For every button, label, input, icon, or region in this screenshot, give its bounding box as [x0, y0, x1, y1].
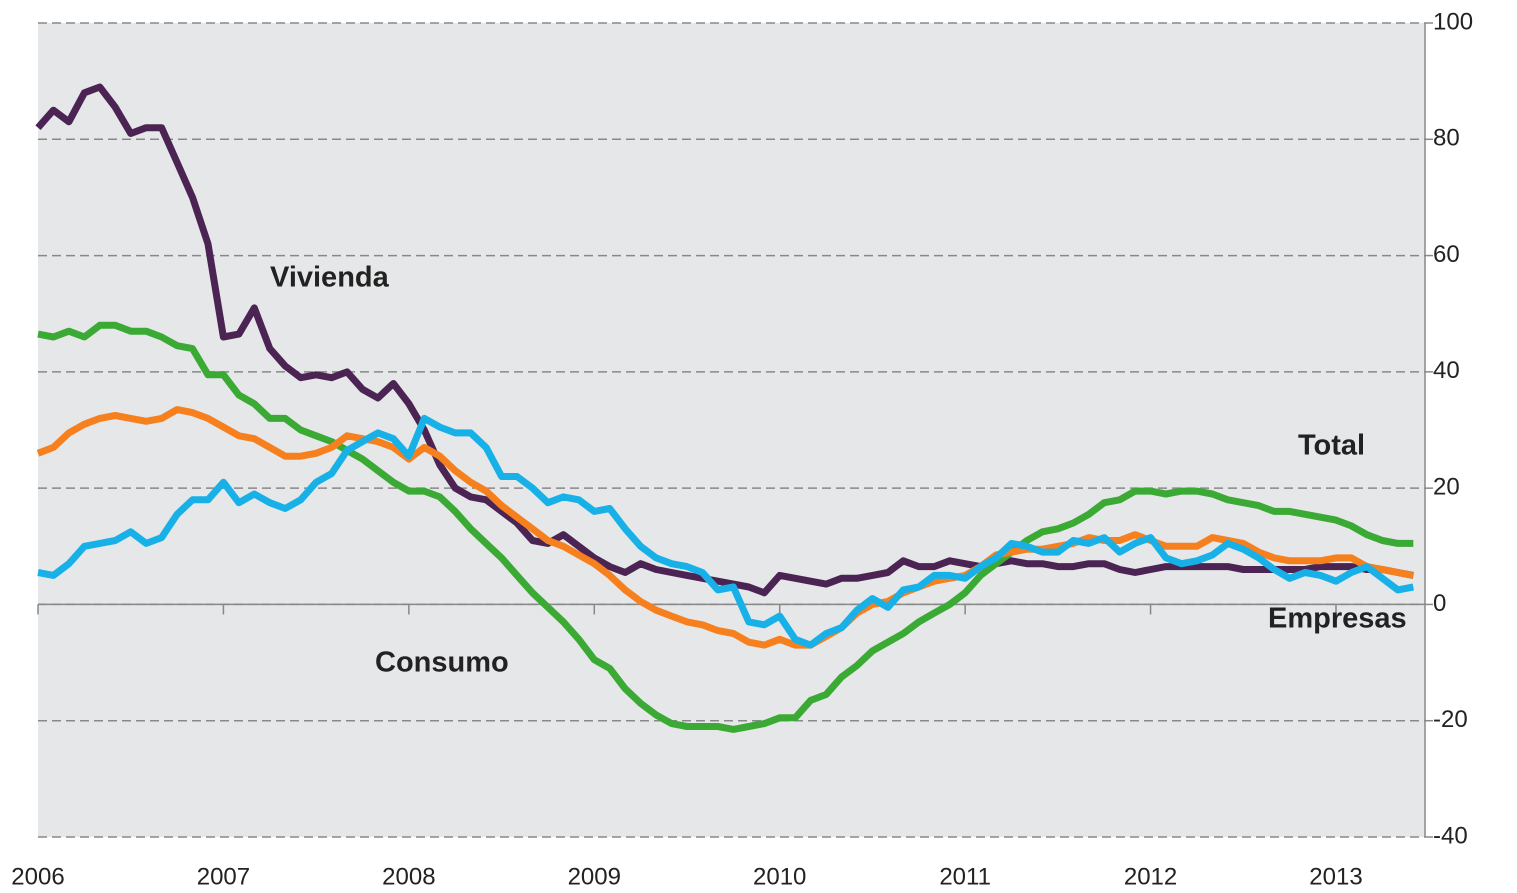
series-label: Total	[1298, 430, 1365, 462]
x-tick-label: 2013	[1309, 863, 1362, 890]
y-tick-label: 100	[1433, 8, 1473, 35]
series-label: Vivienda	[270, 262, 390, 294]
y-tick-label: -20	[1433, 706, 1468, 733]
series-line	[37, 414, 1414, 649]
x-tick-label: 2010	[753, 863, 806, 890]
series-line	[37, 321, 1414, 733]
y-tick-label: 0	[1433, 590, 1446, 617]
x-tick-label: 2007	[197, 863, 250, 890]
x-tick-label: 2012	[1124, 863, 1177, 890]
series-line	[36, 406, 1414, 649]
series-label: Empresas	[1268, 603, 1407, 635]
plot-area	[38, 23, 1425, 837]
series-label: Consumo	[375, 647, 509, 679]
x-tick-label: 2008	[382, 863, 435, 890]
y-tick-label: 80	[1433, 125, 1460, 152]
x-tick-label: 2006	[11, 863, 64, 890]
y-tick-label: 40	[1433, 357, 1460, 384]
x-tick-label: 2009	[568, 863, 621, 890]
y-tick-label: 60	[1433, 241, 1460, 268]
y-tick-label: -40	[1433, 822, 1468, 849]
x-tick-label: 2011	[939, 863, 991, 890]
y-tick-label: 20	[1433, 473, 1460, 500]
